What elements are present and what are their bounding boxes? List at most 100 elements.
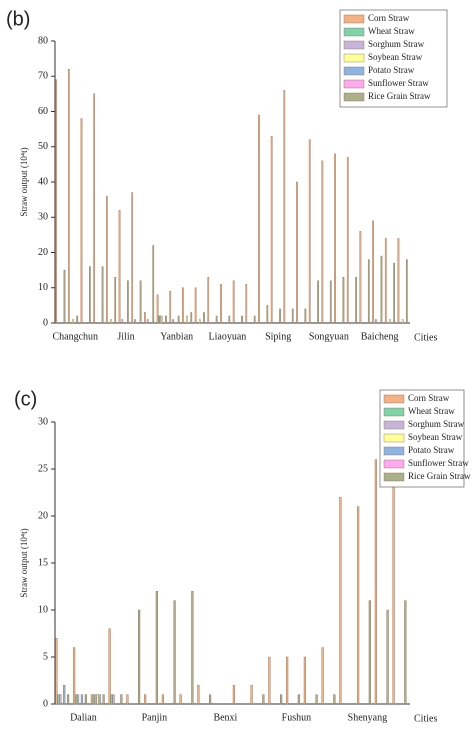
bar bbox=[55, 79, 57, 324]
bar bbox=[139, 280, 142, 324]
x-axis-label: Cities bbox=[414, 332, 437, 343]
bar bbox=[63, 269, 66, 324]
bar bbox=[159, 315, 162, 324]
bar bbox=[169, 291, 172, 324]
bar bbox=[55, 638, 58, 705]
bar bbox=[114, 276, 117, 324]
x-tick-label: Songyuan bbox=[309, 331, 349, 342]
bar bbox=[401, 319, 404, 324]
y-tick-label: 30 bbox=[38, 416, 48, 427]
legend-swatch bbox=[343, 66, 365, 76]
bar bbox=[357, 506, 360, 705]
bar bbox=[321, 160, 324, 324]
legend-swatch bbox=[383, 459, 405, 469]
bar bbox=[209, 694, 212, 705]
bar bbox=[374, 459, 377, 705]
bar bbox=[291, 308, 294, 324]
bar bbox=[161, 694, 164, 705]
legend-swatch bbox=[383, 433, 405, 443]
bar bbox=[253, 315, 256, 324]
bar bbox=[329, 280, 332, 324]
bar bbox=[152, 245, 155, 324]
bar bbox=[368, 600, 371, 705]
bar bbox=[207, 276, 210, 324]
legend-label: Sorghum Straw bbox=[368, 39, 425, 49]
bar bbox=[334, 153, 336, 324]
bar bbox=[63, 685, 66, 705]
y-tick-label: 0 bbox=[43, 698, 48, 709]
bar bbox=[359, 231, 362, 324]
bar bbox=[72, 319, 74, 324]
bar bbox=[165, 315, 167, 324]
legend-label: Soybean Straw bbox=[408, 432, 463, 442]
bar bbox=[73, 647, 76, 705]
bar bbox=[98, 694, 101, 705]
legend-label: Rice Grain Straw bbox=[408, 471, 471, 481]
y-tick-label: 25 bbox=[38, 463, 48, 474]
bar bbox=[339, 497, 342, 705]
legend-swatch bbox=[383, 472, 405, 482]
bar bbox=[76, 315, 79, 324]
bar bbox=[250, 685, 253, 705]
y-tick-label: 0 bbox=[43, 317, 48, 328]
bar bbox=[89, 266, 91, 324]
x-tick-label: Panjin bbox=[142, 712, 168, 723]
bar bbox=[57, 694, 60, 705]
bar bbox=[333, 694, 336, 705]
legend-label: Potato Straw bbox=[408, 445, 455, 455]
legend-label: Sunflower Straw bbox=[408, 458, 469, 468]
bar bbox=[96, 694, 99, 705]
y-tick-label: 15 bbox=[38, 557, 48, 568]
bar bbox=[194, 287, 197, 324]
panel-label: (c) bbox=[14, 388, 37, 410]
y-axis-label: Straw output (10⁴t) bbox=[19, 528, 29, 597]
bar bbox=[112, 694, 115, 705]
bar bbox=[134, 319, 136, 324]
bar bbox=[92, 694, 95, 705]
bar bbox=[156, 294, 159, 324]
bar bbox=[355, 276, 357, 324]
bar bbox=[160, 315, 163, 324]
legend-swatch bbox=[383, 420, 405, 430]
bar bbox=[405, 259, 408, 324]
legend-label: Corn Straw bbox=[368, 13, 410, 23]
bar bbox=[182, 287, 184, 324]
x-tick-label: Yanbian bbox=[160, 331, 193, 342]
bar bbox=[384, 238, 387, 324]
y-tick-label: 80 bbox=[38, 35, 48, 46]
bar bbox=[367, 259, 370, 324]
bar bbox=[303, 656, 306, 705]
x-tick-label: Liaoyuan bbox=[209, 331, 247, 342]
bar bbox=[270, 135, 273, 324]
bar bbox=[297, 694, 300, 705]
bar bbox=[110, 694, 113, 705]
legend-label: Potato Straw bbox=[368, 65, 415, 75]
bar bbox=[346, 157, 349, 324]
y-tick-label: 60 bbox=[38, 106, 48, 117]
bar bbox=[266, 305, 269, 324]
x-tick-label: Shenyang bbox=[348, 712, 387, 723]
bar bbox=[191, 591, 194, 705]
legend-swatch bbox=[343, 14, 365, 24]
x-tick-label: Changchun bbox=[53, 331, 99, 342]
bar bbox=[190, 312, 193, 324]
bar bbox=[304, 308, 307, 324]
y-tick-label: 30 bbox=[38, 212, 48, 223]
legend-label: Wheat Straw bbox=[368, 26, 415, 36]
legend-label: Rice Grain Straw bbox=[368, 91, 431, 101]
bar bbox=[76, 694, 80, 705]
y-tick-label: 10 bbox=[38, 282, 48, 293]
bar bbox=[94, 694, 97, 705]
legend-swatch bbox=[383, 446, 405, 456]
bar bbox=[308, 139, 311, 324]
bar bbox=[317, 280, 319, 324]
bar bbox=[393, 262, 395, 324]
bar bbox=[342, 276, 345, 324]
legend-swatch bbox=[343, 79, 365, 89]
bar bbox=[392, 468, 395, 705]
x-axis-label: Cities bbox=[414, 713, 437, 724]
bar bbox=[228, 315, 231, 324]
bar bbox=[296, 181, 298, 324]
y-axis-label: Straw output (10⁴t) bbox=[19, 147, 29, 216]
bar bbox=[286, 656, 289, 705]
